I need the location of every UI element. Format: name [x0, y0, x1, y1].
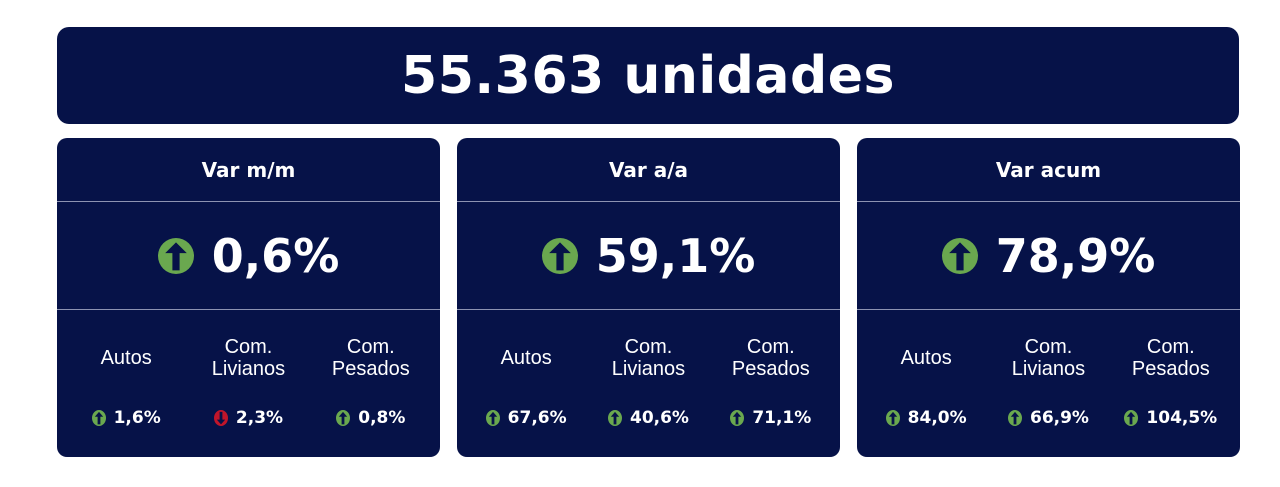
breakdown-label: Com. Pesados [731, 336, 810, 380]
breakdown-com-pesados: Com. Pesados 71,1% [712, 310, 830, 428]
arrow-up-icon [157, 237, 194, 274]
breakdown-value: 104,5% [1146, 408, 1218, 428]
arrow-up-icon [730, 410, 745, 426]
arrow-up-icon [336, 410, 351, 426]
breakdown-com-livianos: Com. Livianos 40,6% [589, 310, 707, 428]
breakdown-row: Autos 84,0% Com. Livianos 66,9% Com. Pes… [857, 310, 1240, 428]
arrow-up-icon [485, 410, 500, 426]
card-title: Var m/m [57, 138, 440, 202]
breakdown-label: Autos [500, 347, 552, 369]
breakdown-value: 40,6% [629, 408, 689, 428]
breakdown-value: 84,0% [907, 408, 967, 428]
arrow-up-icon [885, 410, 900, 426]
breakdown-value: 2,3% [235, 408, 284, 428]
card-var-mm: Var m/m 0,6% Autos 1,6% Com. Livianos 2,… [57, 138, 440, 457]
breakdown-label: Com. Pesados [331, 336, 410, 380]
breakdown-row: Autos 1,6% Com. Livianos 2,3% Com. Pesad… [57, 310, 440, 428]
breakdown-com-livianos: Com. Livianos 2,3% [189, 310, 307, 428]
breakdown-autos: Autos 67,6% [467, 310, 585, 428]
breakdown-com-livianos: Com. Livianos 66,9% [989, 310, 1107, 428]
breakdown-value: 1,6% [113, 408, 161, 428]
breakdown-label: Com. Livianos [211, 336, 286, 380]
breakdown-value-wrap: 104,5% [1112, 408, 1230, 428]
breakdown-value-wrap: 1,6% [67, 408, 185, 428]
card-main-metric: 78,9% [857, 202, 1240, 310]
total-units-banner: 55.363 unidades [57, 27, 1239, 124]
card-main-metric: 59,1% [457, 202, 840, 310]
breakdown-value: 66,9% [1029, 408, 1089, 428]
arrow-down-icon [213, 410, 228, 426]
card-title: Var a/a [457, 138, 840, 202]
breakdown-value: 67,6% [507, 408, 567, 428]
breakdown-com-pesados: Com. Pesados 0,8% [312, 310, 430, 428]
arrow-up-icon [1007, 410, 1022, 426]
breakdown-label: Com. Livianos [611, 336, 686, 380]
breakdown-value-wrap: 0,8% [312, 408, 430, 428]
main-value: 59,1% [595, 228, 756, 283]
breakdown-value-wrap: 84,0% [867, 408, 985, 428]
breakdown-autos: Autos 1,6% [67, 310, 185, 428]
breakdown-value-wrap: 67,6% [467, 408, 585, 428]
breakdown-label: Autos [100, 347, 152, 369]
arrow-up-icon [607, 410, 622, 426]
breakdown-value: 71,1% [752, 408, 812, 428]
card-var-acum: Var acum 78,9% Autos 84,0% Com. Livianos… [857, 138, 1240, 457]
breakdown-row: Autos 67,6% Com. Livianos 40,6% Com. Pes… [457, 310, 840, 428]
card-var-aa: Var a/a 59,1% Autos 67,6% Com. Livianos … [457, 138, 840, 457]
breakdown-value-wrap: 2,3% [189, 408, 307, 428]
main-value: 78,9% [995, 228, 1156, 283]
breakdown-value-wrap: 66,9% [989, 408, 1107, 428]
total-units-title: 55.363 unidades [401, 45, 895, 106]
breakdown-value-wrap: 40,6% [589, 408, 707, 428]
card-main-metric: 0,6% [57, 202, 440, 310]
breakdown-label: Autos [900, 347, 952, 369]
card-title: Var acum [857, 138, 1240, 202]
arrow-up-icon [541, 237, 578, 274]
breakdown-label: Com. Livianos [1011, 336, 1086, 380]
main-value: 0,6% [211, 228, 340, 283]
arrow-up-icon [91, 410, 106, 426]
breakdown-com-pesados: Com. Pesados 104,5% [1112, 310, 1230, 428]
breakdown-label: Com. Pesados [1131, 336, 1210, 380]
arrow-up-icon [1124, 410, 1139, 426]
breakdown-value: 0,8% [358, 408, 406, 428]
breakdown-value-wrap: 71,1% [712, 408, 830, 428]
arrow-up-icon [941, 237, 978, 274]
breakdown-autos: Autos 84,0% [867, 310, 985, 428]
